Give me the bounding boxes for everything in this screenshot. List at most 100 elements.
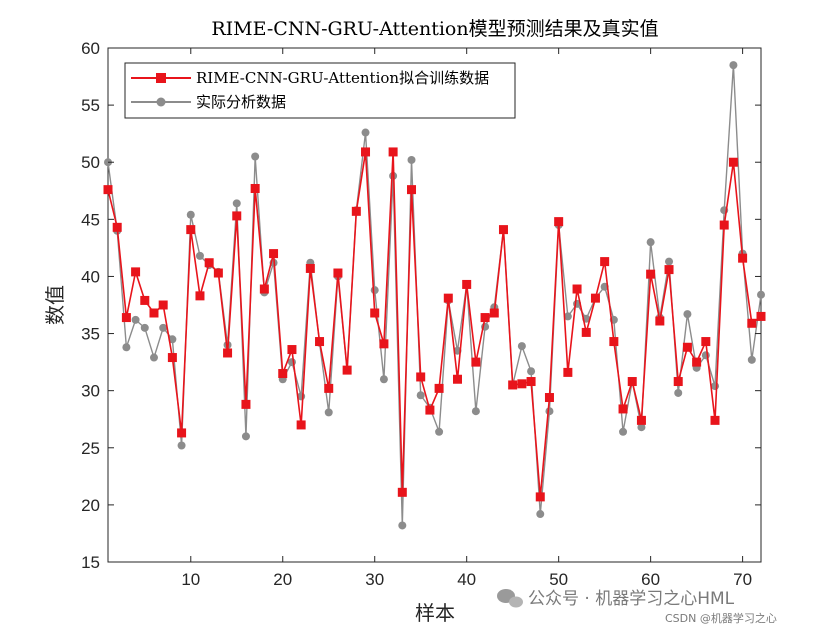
series-fit [103,147,766,502]
y-tick-label: 50 [81,153,100,172]
data-point-fit [140,295,150,305]
data-point-fit [370,308,380,318]
data-point-fit [407,185,417,195]
data-point-fit [710,415,720,425]
x-tick-label: 20 [273,570,292,589]
data-point-fit [452,374,462,384]
x-axis-label: 样本 [415,601,455,625]
y-tick-label: 45 [81,210,100,229]
legend-label-fit: RIME-CNN-GRU-Attention拟合训练数据 [196,69,489,87]
data-point-fit [379,339,389,349]
data-point-fit [296,420,306,430]
data-point-actual [149,353,158,362]
data-point-fit [324,383,334,393]
data-point-fit [480,313,490,323]
data-point-fit [232,211,242,221]
data-point-actual [140,323,149,332]
data-point-fit [241,399,251,409]
data-point-fit [462,279,472,289]
data-point-fit [618,404,628,414]
ticks-layer: 10 20 30 40 50 60 70 15 20 25 30 35 40 45 50 55 60 [81,39,761,589]
data-point-actual [159,323,168,332]
data-point-actual [471,407,480,416]
data-point-actual [232,199,241,208]
data-point-fit [627,377,637,387]
data-point-fit [434,383,444,393]
data-point-fit [738,253,748,263]
legend-marker-actual [156,97,166,107]
data-point-fit [112,222,122,232]
x-tick-label: 50 [549,570,568,589]
data-point-actual [619,427,628,436]
data-point-actual [536,510,545,519]
watermark-small-text: CSDN @机器学习之心 [665,611,777,625]
data-point-fit [259,284,269,294]
data-point-fit [498,225,508,235]
data-point-actual [711,382,720,391]
data-point-actual [370,286,379,295]
data-point-actual [545,407,554,416]
data-point-fit [121,313,131,323]
data-point-fit [636,415,646,425]
axes-box [107,47,762,563]
data-point-fit [646,269,656,279]
data-point-fit [600,257,610,267]
data-point-fit [517,379,527,389]
data-point-fit [103,185,113,195]
data-point-actual [168,335,177,344]
data-point-actual [177,441,186,450]
y-tick-label: 20 [81,496,100,515]
series-layer [103,61,766,530]
y-tick-label: 55 [81,96,100,115]
data-point-actual [122,343,131,352]
data-point-actual [379,375,388,384]
legend: RIME-CNN-GRU-Attention拟合训练数据 实际分析数据 [124,62,516,119]
data-point-fit [167,353,177,363]
x-tick-label: 60 [641,570,660,589]
data-point-actual [324,408,333,417]
data-point-fit [682,342,692,352]
data-point-fit [315,337,325,347]
data-point-fit [535,492,545,502]
data-point-fit [278,369,288,379]
data-point-fit [342,365,352,375]
data-point-fit [213,268,223,278]
data-point-actual [131,315,140,324]
data-point-fit [287,345,297,355]
data-point-actual [747,355,756,364]
data-point-actual [398,521,407,530]
data-point-actual [435,427,444,436]
data-point-fit [563,367,573,377]
data-point-fit [544,393,554,403]
data-point-actual [637,423,646,432]
data-point-actual [416,391,425,400]
watermark-main-text: 公众号 · 机器学习之心HML [528,589,735,609]
x-tick-label: 40 [457,570,476,589]
data-point-actual [186,210,195,219]
data-point-fit [250,183,260,193]
data-point-fit [397,487,407,497]
data-point-actual [563,312,572,321]
data-point-fit [443,293,453,303]
data-point-actual [251,152,260,161]
data-point-fit [692,357,702,367]
data-point-fit [609,337,619,347]
data-point-fit [489,308,499,318]
data-point-fit [195,291,205,301]
data-point-fit [756,311,766,321]
data-point-fit [572,284,582,294]
data-point-fit [471,357,481,367]
data-point-actual [729,61,738,70]
data-point-actual [646,238,655,247]
data-point-actual [407,155,416,164]
data-point-fit [361,147,371,157]
chart-title: RIME-CNN-GRU-Attention模型预测结果及真实值 [211,18,658,40]
data-point-actual [195,251,204,260]
data-point-actual [517,342,526,351]
data-point-fit [581,327,591,337]
legend-label-actual: 实际分析数据 [196,93,286,111]
data-point-fit [673,377,683,387]
data-point-fit [554,217,564,227]
data-point-fit [425,405,435,415]
